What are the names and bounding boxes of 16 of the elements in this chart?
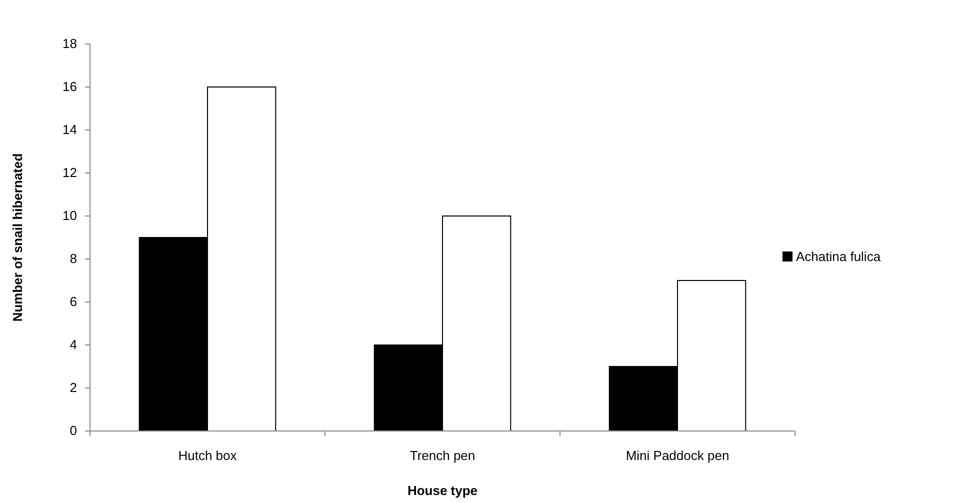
x-tick-label: Trench pen <box>410 448 476 464</box>
y-axis-title: Number of snail hibernated <box>10 153 25 322</box>
x-axis-title: House type <box>407 483 478 498</box>
y-tick-label: 0 <box>70 423 77 438</box>
y-tick-label: 12 <box>62 165 77 180</box>
x-tick-label: Mini Paddock pen <box>626 448 730 464</box>
y-tick-label: 14 <box>62 122 77 138</box>
y-tick-label: 18 <box>62 36 77 52</box>
y-tick-label: 2 <box>70 380 77 396</box>
y-tick-label: 6 <box>70 294 77 310</box>
legend-label: Achatina fulica <box>796 249 882 264</box>
y-tick-label: 16 <box>62 79 77 94</box>
y-tick-label: 10 <box>62 208 77 224</box>
x-tick-label: Hutch box <box>178 448 238 464</box>
y-tick-label: 8 <box>70 251 77 266</box>
y-tick-label: 4 <box>70 337 77 352</box>
